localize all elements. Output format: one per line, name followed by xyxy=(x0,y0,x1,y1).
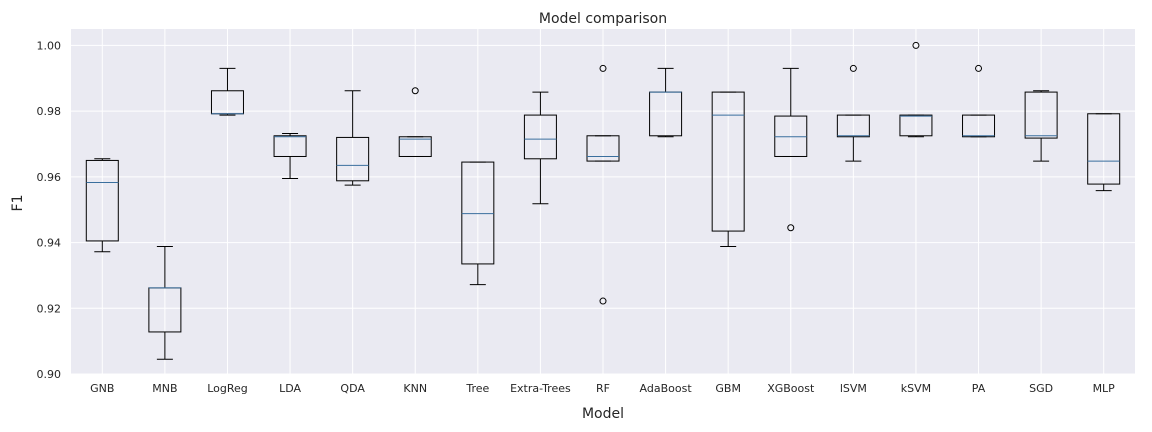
outlier-point xyxy=(599,64,607,72)
x-axis-ticks: GNB MNB LogReg LDA QDA KNN Tree Extra-Trees RF Ad… xyxy=(90,382,1115,395)
box-pa xyxy=(962,64,996,138)
outlier-point xyxy=(912,41,920,49)
iqr-box xyxy=(962,114,996,138)
box-logreg xyxy=(210,67,244,116)
x-tick-label: GNB xyxy=(90,382,114,395)
box-knn xyxy=(398,87,432,157)
iqr-box xyxy=(85,159,119,242)
y-axis-label: F1 xyxy=(10,195,26,212)
x-tick-label: MLP xyxy=(1093,382,1116,395)
outlier-point xyxy=(599,297,607,305)
box-gnb xyxy=(85,158,119,253)
x-tick-label: LogReg xyxy=(207,382,248,395)
box-adaboost xyxy=(649,67,683,138)
x-tick-label: LDA xyxy=(279,382,301,395)
y-tick-label: 0.96 xyxy=(37,171,62,184)
x-tick-label: SGD xyxy=(1029,382,1053,395)
box-tree xyxy=(461,161,495,286)
box-ksvm xyxy=(899,41,933,138)
y-tick-label: 0.92 xyxy=(37,302,62,315)
box-series xyxy=(85,41,1121,360)
iqr-box xyxy=(1024,91,1058,139)
box-mnb xyxy=(148,246,182,360)
box-extra-trees xyxy=(523,91,557,205)
y-tick-label: 0.90 xyxy=(37,368,62,381)
outlier-point xyxy=(975,64,983,72)
x-tick-label: GBM xyxy=(715,382,741,395)
outlier-point xyxy=(787,224,795,232)
x-tick-label: MNB xyxy=(152,382,177,395)
y-axis-ticks: 0.90 0.92 0.94 0.96 0.98 1.00 xyxy=(37,39,62,381)
outlier-point xyxy=(411,87,419,95)
x-tick-label: kSVM xyxy=(901,382,931,395)
box-lsvm xyxy=(836,64,870,162)
y-tick-label: 0.94 xyxy=(37,237,62,250)
iqr-box xyxy=(899,114,933,137)
iqr-box xyxy=(461,161,495,265)
box-lda xyxy=(273,132,307,179)
iqr-box xyxy=(523,114,557,160)
x-axis-label: Model xyxy=(582,406,624,422)
iqr-box xyxy=(836,114,870,138)
box-xgboost xyxy=(774,67,808,232)
x-tick-label: PA xyxy=(972,382,986,395)
box-qda xyxy=(336,90,370,186)
iqr-box xyxy=(1087,113,1121,185)
box-mlp xyxy=(1087,113,1121,192)
box-rf xyxy=(586,64,620,305)
outlier-point xyxy=(849,64,857,72)
box-sgd xyxy=(1024,90,1058,162)
box-gbm xyxy=(711,91,745,248)
iqr-box xyxy=(711,91,745,232)
x-tick-label: KNN xyxy=(403,382,427,395)
y-tick-label: 1.00 xyxy=(37,39,62,52)
x-tick-label: lSVM xyxy=(840,382,867,395)
iqr-box xyxy=(336,136,370,182)
x-tick-label: Tree xyxy=(465,382,489,395)
chart-title: Model comparison xyxy=(539,11,667,27)
x-tick-label: QDA xyxy=(340,382,365,395)
x-tick-label: AdaBoost xyxy=(640,382,693,395)
iqr-box xyxy=(398,136,432,157)
x-tick-label: XGBoost xyxy=(767,382,815,395)
x-tick-label: Extra-Trees xyxy=(510,382,571,395)
x-tick-label: RF xyxy=(596,382,610,395)
iqr-box xyxy=(273,135,307,157)
iqr-box xyxy=(586,135,620,162)
y-tick-label: 0.98 xyxy=(37,105,62,118)
